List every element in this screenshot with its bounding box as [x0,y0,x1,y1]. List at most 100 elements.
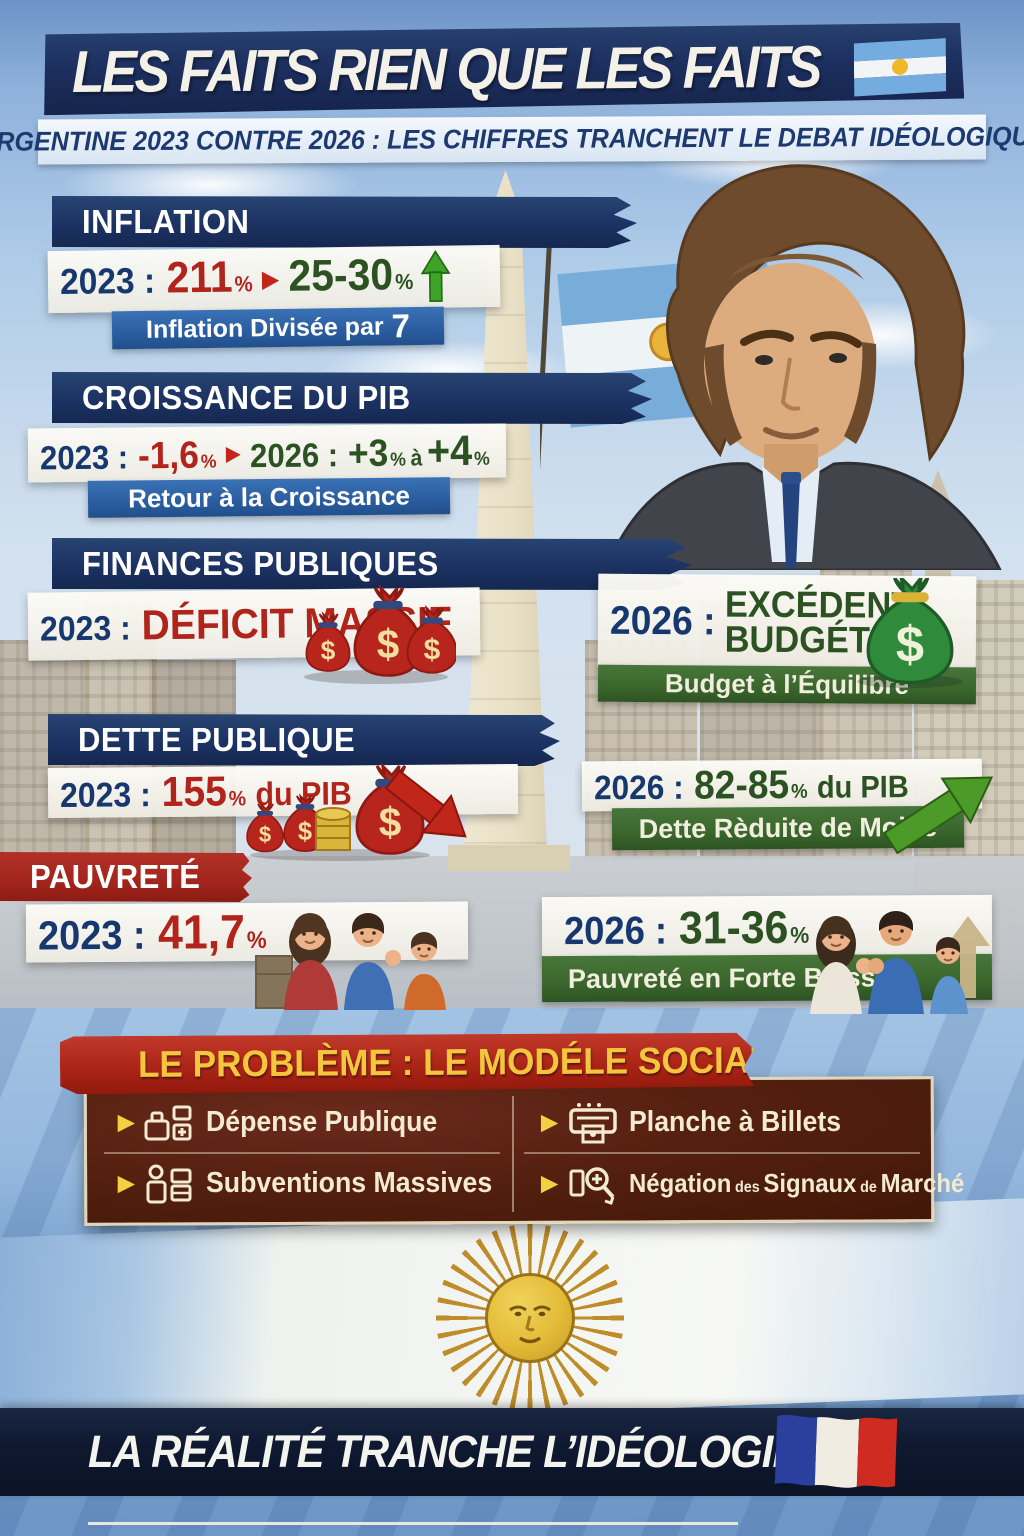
gdp-2023-value: -1,6 [137,434,200,477]
year-2026: 2026 : [249,436,339,475]
section-header-poverty: PAUVRETÉ [0,852,252,902]
sun-of-may-icon [436,1224,624,1412]
problem-items-grid: ▶ Dépense Publique ▶ Planche à Billets [94,1092,965,1214]
caption-text: Retour à la Croissance [127,480,411,514]
percent-sign: % [790,780,808,803]
gdp-values-band: 2023 : -1,6 % ▶ 2026 : +3 % à +4 % [27,423,507,483]
eye [829,353,847,363]
section-title: PAUVRETÉ [30,858,201,895]
dollar-sign: $ [896,616,924,673]
section-title: INFLATION [82,203,250,240]
sideburn [844,342,877,444]
inflation-caption-band: Inflation Divisée par 7 [111,306,445,350]
tie [782,478,800,568]
problem-item-label: Subventions Massives [206,1167,493,1199]
year-2023: 2023 : [37,911,146,958]
year-2026: 2026 : [593,768,684,807]
arrow-right-marker: ▶ [261,265,280,293]
gdp-2026-high: +4 [426,426,473,475]
title-banner: LES FAITS RIEN QUE LES FAITS [42,23,965,115]
problem-item-label: Dépense Publique [206,1106,438,1138]
dollar-sign: $ [379,799,402,845]
bullet-marker: ▶ [541,1172,558,1195]
percent-sign: % [394,269,414,295]
dollar-sign: $ [377,621,400,667]
arrow-right-marker: ▶ [225,441,241,465]
subsidies-icon [146,1164,192,1203]
section-header-inflation: INFLATION [52,196,637,248]
family-illustration-2026 [810,911,990,1014]
problem-item-money-printer: ▶ Planche à Billets [517,1092,994,1153]
inflation-2026-value: 25-30 [288,250,394,301]
footer-text: LA RÉALITÉ TRANCHE L’IDÉOLOGIE ! [88,1426,824,1477]
tie-knot [781,472,801,484]
year-2026: 2026 : [609,598,716,644]
hair-fringe [728,253,864,280]
eyebrow [810,331,862,348]
poverty-2026-value: 31-36 [678,900,789,954]
year-2023: 2023 : [59,776,151,815]
public-spending-icon [144,1105,192,1140]
argentina-flag-icon [854,37,946,98]
percent-sign: % [200,451,217,473]
problem-banner-title: LE PROBLÈME : LE MODÉLE SOCIALISTE [137,1038,849,1085]
family-illustration-2023 [255,913,446,1010]
inflation-2023-value: 211 [166,252,233,303]
section-title: CROISSANCE DU PIB [82,379,411,416]
section-title: FINANCES PUBLIQUES [82,545,439,582]
red-money-bags-icon: $ $ $ [304,583,456,684]
year-2026: 2026 : [563,909,668,954]
green-money-bag-icon: $ [857,578,963,688]
page-title: LES FAITS RIEN QUE LES FAITS [71,33,820,106]
sun-face [485,1273,575,1363]
caption-number: 7 [391,307,411,345]
dollar-sign: $ [424,634,441,667]
bullet-marker: ▶ [118,1111,135,1134]
year-2023: 2023 : [39,438,129,477]
problem-item-label: Planche à Billets [629,1106,842,1138]
debt-2023-value: 155 [161,767,228,816]
caption-text: Inflation Divisée par [145,312,384,344]
poverty-2023-value: 41,7 [157,905,246,960]
divider [524,1152,920,1154]
section-header-public-debt: DETTE PUBLIQUE [48,714,560,766]
obelisk-pedestal [448,845,570,871]
green-up-right-arrow-icon [883,776,994,855]
red-down-arrow-icon [384,769,467,838]
milei-portrait [604,164,1002,570]
problem-banner: LE PROBLÈME : LE MODÉLE SOCIALISTE [60,1032,754,1095]
footer-underline [88,1522,738,1525]
eye [755,355,773,365]
france-flag-icon [774,1414,898,1488]
sun-face-features [509,1305,551,1344]
percent-sign: % [390,449,407,471]
year-2023: 2023 : [39,609,132,649]
percent-sign: % [473,448,490,470]
coins-stack [315,807,351,851]
gdp-2026-low: +3 [347,432,389,475]
problem-item-public-spending: ▶ Dépense Publique [94,1092,517,1153]
section-title: DETTE PUBLIQUE [78,721,356,758]
section-header-public-finances: FINANCES PUBLIQUES [52,538,692,590]
debt-2026-value: 82-85 [693,762,790,808]
bullet-marker: ▶ [118,1172,135,1195]
percent-sign: % [234,271,253,297]
subtitle-text: ARGENTINE 2023 CONTRE 2026 : LES CHIFFRE… [0,121,1024,157]
conjunction: à [410,443,423,470]
money-printer-icon [569,1102,618,1143]
bullet-marker: ▶ [541,1111,558,1134]
nose [780,357,801,411]
market-signals-icon [569,1166,615,1205]
green-up-arrow-icon [420,249,451,303]
dollar-sign: $ [298,818,312,846]
subtitle-band: ARGENTINE 2023 CONTRE 2026 : LES CHIFFRE… [0,114,1024,165]
sideburn [704,344,742,446]
eyebrow [740,329,794,346]
problem-item-market-signals: ▶ Négation des Signaux de Marché [517,1153,994,1214]
divider [104,1152,500,1154]
mouth [763,427,819,440]
gdp-caption-band: Retour à la Croissance [87,477,451,518]
problem-item-subsidies: ▶ Subventions Massives [94,1153,517,1214]
problem-item-label: Négation des Signaux de Marché [629,1168,965,1198]
